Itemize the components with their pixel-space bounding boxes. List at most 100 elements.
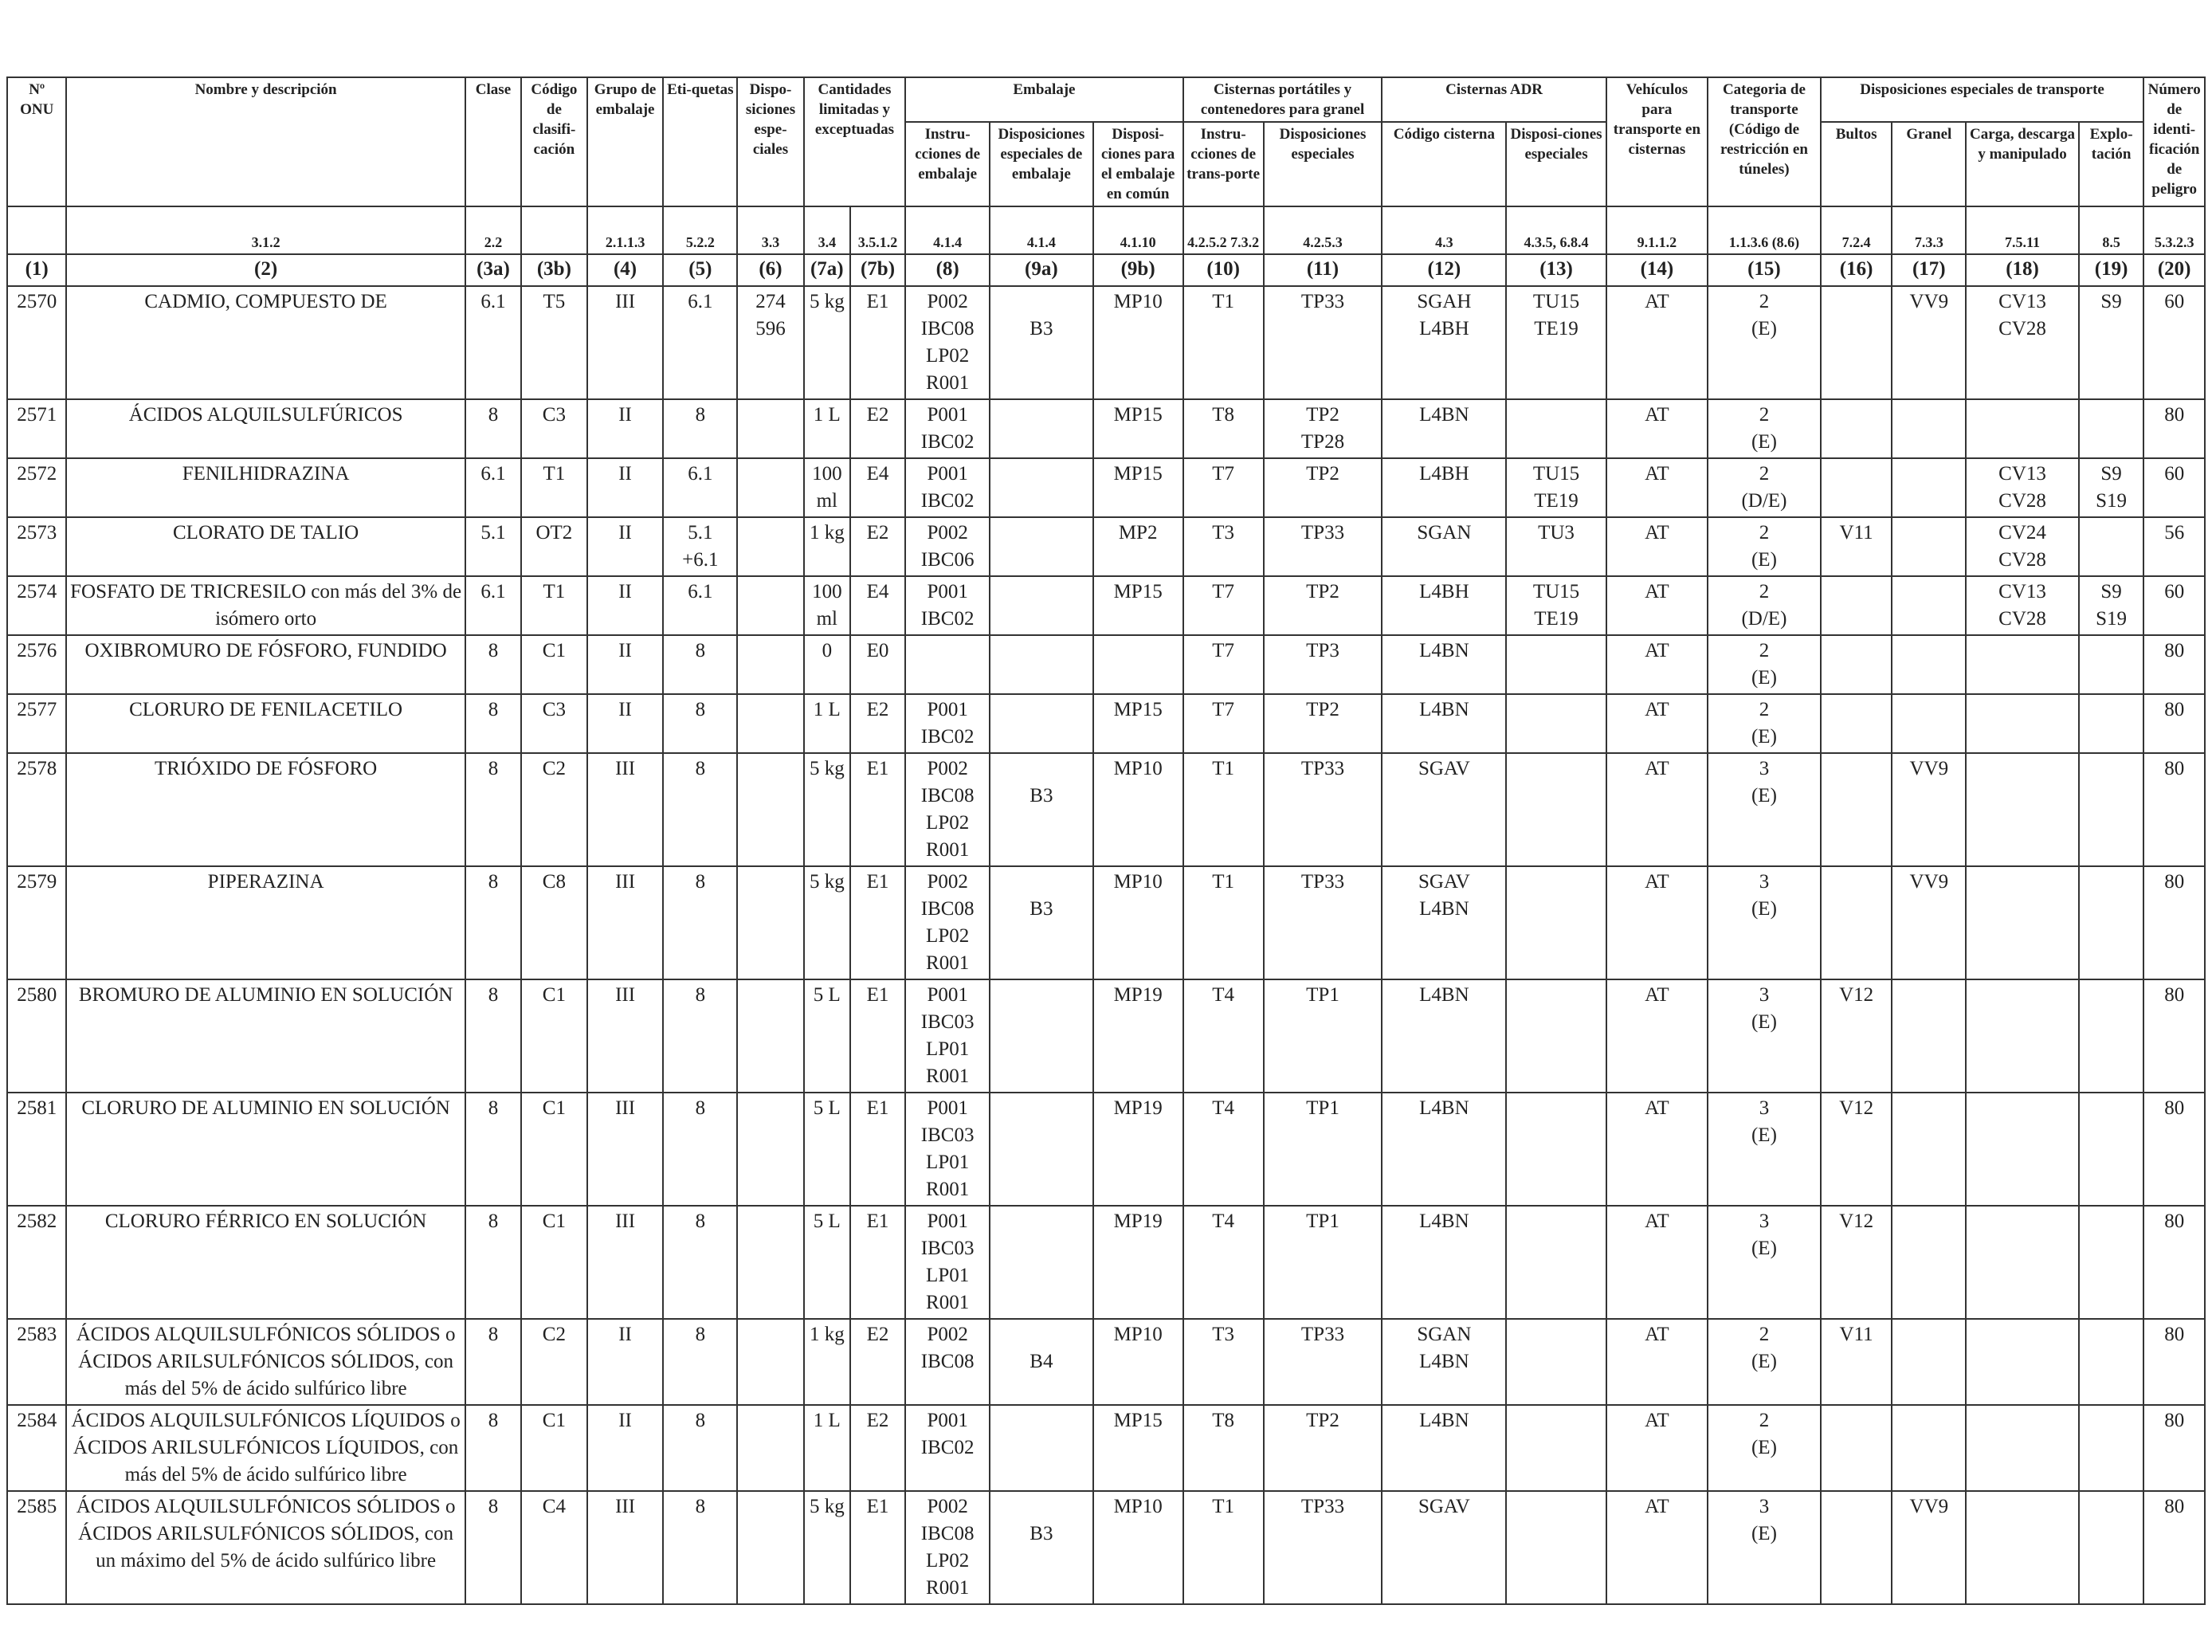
cell-line: T1 bbox=[1212, 291, 1235, 312]
table-cell: S9 S19 bbox=[2077, 575, 2145, 636]
table-cell: T4 bbox=[1182, 1092, 1265, 1207]
table-cell: CV13 CV28 bbox=[1965, 457, 2080, 518]
cell-line: T7 bbox=[1212, 640, 1235, 661]
cell-line bbox=[740, 461, 801, 488]
cell-line: 2571 bbox=[17, 404, 57, 426]
section-reference: 4.3 bbox=[1381, 206, 1508, 255]
cell-line: T4 bbox=[1212, 984, 1235, 1006]
header-tank-code: Código cisterna bbox=[1381, 121, 1508, 207]
table-cell: T3 bbox=[1182, 516, 1265, 577]
cell-line: R001 bbox=[926, 372, 970, 394]
cell-line: E1 bbox=[866, 871, 889, 893]
cell-line: TU15 bbox=[1532, 463, 1580, 485]
table-cell: 8 bbox=[464, 752, 523, 867]
cell-line: T8 bbox=[1212, 404, 1235, 426]
column-number: (2) bbox=[65, 253, 466, 287]
table-cell bbox=[1505, 1318, 1607, 1406]
cell-line bbox=[740, 520, 801, 547]
cell-line: L4BN bbox=[1419, 404, 1469, 426]
cell-line: C8 bbox=[542, 871, 566, 893]
substance-name-cell: PIPERAZINA bbox=[65, 865, 466, 980]
table-cell bbox=[1505, 865, 1607, 980]
un-number-cell: 2576 bbox=[6, 634, 68, 695]
substance-name-cell: TRIÓXIDO DE FÓSFORO bbox=[65, 752, 466, 867]
table-cell bbox=[2077, 1404, 2145, 1492]
cell-line: FOSFATO DE TRICRESILO con más del 3% de … bbox=[70, 581, 462, 630]
cell-line: L4BH bbox=[1419, 318, 1469, 339]
table-cell bbox=[736, 865, 805, 980]
cell-line bbox=[2082, 982, 2141, 1009]
cell-line: PIPERAZINA bbox=[207, 871, 324, 893]
section-reference: 4.1.4 bbox=[904, 206, 991, 255]
table-cell: T8 bbox=[1182, 1404, 1265, 1492]
section-reference-row: 3.1.2 2.2 2.1.1.3 5.2.2 3.3 3.4 3.5.1.2 4.1.4 4.… bbox=[6, 206, 2206, 255]
cell-line bbox=[2082, 1407, 2141, 1434]
cell-line: ÁCIDOS ALQUILSULFÓNICOS SÓLIDOS o ÁCIDOS… bbox=[76, 1324, 456, 1399]
table-cell bbox=[989, 1404, 1094, 1492]
cell-line: 8 bbox=[695, 699, 706, 720]
table-cell: 2 (E) bbox=[1707, 693, 1822, 754]
header-class-code: Código de clasifi-cación bbox=[520, 77, 588, 207]
table-cell: V12 bbox=[1819, 979, 1893, 1093]
cell-line: 6.1 bbox=[480, 463, 506, 485]
cell-line: R001 bbox=[926, 952, 970, 974]
cell-line bbox=[1969, 1493, 2076, 1521]
cell-line: 5 L bbox=[813, 984, 841, 1006]
table-cell: 8 bbox=[464, 1092, 523, 1207]
column-number-row: (1) (2) (3a) (3b) (4) (5) (6) (7a) (7b) (8) (9a) (9… bbox=[6, 253, 2206, 287]
cell-line: 8 bbox=[488, 640, 499, 661]
cell-line: B3 bbox=[1030, 318, 1053, 339]
cell-line bbox=[993, 1493, 1089, 1521]
table-cell: II bbox=[586, 1404, 665, 1492]
cell-line bbox=[740, 1095, 801, 1122]
cell-line: TP33 bbox=[1300, 522, 1345, 543]
table-row: 2572 FENILHIDRAZINA 6.1 T1 II 6.1 100 ml E4 P001… bbox=[6, 457, 2206, 518]
substance-name-cell: ÁCIDOS ALQUILSULFÓNICOS LÍQUIDOS o ÁCIDO… bbox=[65, 1404, 466, 1492]
cell-line: III bbox=[615, 1496, 636, 1517]
table-cell: L4BH bbox=[1381, 575, 1508, 636]
cell-line: MP15 bbox=[1113, 699, 1163, 720]
cell-line: TRIÓXIDO DE FÓSFORO bbox=[155, 758, 378, 779]
table-cell: TP33 bbox=[1262, 865, 1383, 980]
table-cell: P002 IBC06 bbox=[904, 516, 991, 577]
cell-line bbox=[1509, 869, 1602, 896]
cell-line: II bbox=[618, 699, 632, 720]
table-cell: C3 bbox=[520, 693, 588, 754]
cell-line: E1 bbox=[866, 758, 889, 779]
cell-line: II bbox=[618, 463, 632, 485]
cell-line bbox=[993, 982, 1089, 1009]
cell-line: T7 bbox=[1212, 699, 1235, 720]
table-cell: 8 bbox=[464, 865, 523, 980]
section-reference: 7.2.4 bbox=[1819, 206, 1893, 255]
cell-line: (D/E) bbox=[1741, 608, 1787, 630]
cell-line: 1 L bbox=[813, 1410, 841, 1431]
table-cell: 2 (E) bbox=[1707, 398, 1822, 459]
table-cell: P002 IBC08 LP02 R001 bbox=[904, 865, 991, 980]
cell-line: T3 bbox=[1212, 1324, 1235, 1345]
table-cell: P001 IBC02 bbox=[904, 1404, 991, 1492]
table-cell: 60 bbox=[2143, 285, 2206, 400]
cell-line: T4 bbox=[1212, 1097, 1235, 1119]
cell-line: 8 bbox=[488, 1097, 499, 1119]
table-cell: 5 L bbox=[802, 1205, 851, 1320]
cell-line: E1 bbox=[866, 1211, 889, 1232]
table-cell: 3 (E) bbox=[1707, 979, 1822, 1093]
table-cell: C3 bbox=[520, 398, 588, 459]
table-row: 2571 ÁCIDOS ALQUILSULFÚRICOS 8 C3 II 8 1 L E2 P… bbox=[6, 398, 2206, 459]
cell-line: 8 bbox=[488, 871, 499, 893]
table-cell: 60 bbox=[2143, 575, 2206, 636]
table-cell: TP1 bbox=[1262, 1205, 1383, 1320]
cell-line bbox=[2082, 1321, 2141, 1348]
cell-line: E2 bbox=[866, 1410, 889, 1431]
table-cell: S9 S19 bbox=[2077, 457, 2145, 518]
table-cell bbox=[1965, 1404, 2080, 1492]
header-pt-special: Disposiciones especiales bbox=[1262, 121, 1383, 207]
cell-line bbox=[1509, 982, 1602, 1009]
column-number: (16) bbox=[1819, 253, 1893, 287]
cell-line: MP19 bbox=[1113, 984, 1163, 1006]
table-cell: 60 bbox=[2143, 457, 2206, 518]
cell-line: TP1 bbox=[1306, 1097, 1339, 1119]
header-special-transport: Disposiciones especiales de transporte bbox=[1819, 77, 2145, 123]
cell-line: 80 bbox=[2164, 1211, 2185, 1232]
cell-line: E0 bbox=[866, 640, 889, 661]
